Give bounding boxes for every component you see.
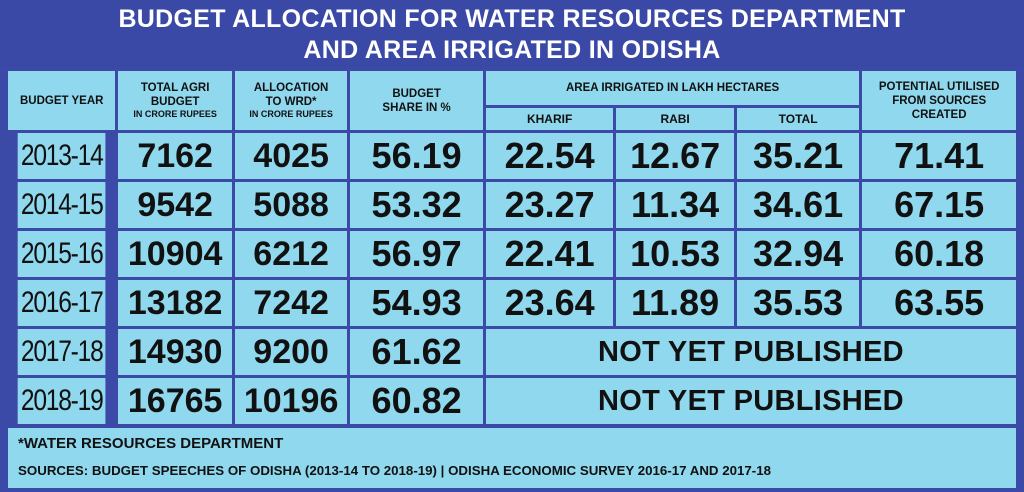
title-line-2: AND AREA IRRIGATED IN ODISHA [303, 36, 721, 64]
sources-note: SOURCES: BUDGET SPEECHES OF ODISHA (2013… [18, 463, 772, 478]
cell-agri: 7162 [118, 133, 232, 179]
header-allocation-wrd: ALLOCATION TO WRD* IN CRORE RUPEES [234, 71, 348, 130]
cell-potential: 60.18 [862, 231, 1016, 277]
cell-rabi: 11.89 [616, 280, 734, 326]
cell-share: 60.82 [350, 378, 483, 424]
cell-potential: 71.41 [862, 133, 1016, 179]
table-row: 2017-18 14930 9200 61.62 NOT YET PUBLISH… [8, 329, 1016, 375]
cell-year: 2015-16 [17, 231, 106, 277]
cell-not-yet-published: NOT YET PUBLISHED [485, 378, 1016, 424]
budget-table: BUDGET YEAR TOTAL AGRI BUDGET IN CRORE R… [5, 68, 1019, 427]
header-budget-share: BUDGET SHARE IN % [350, 71, 483, 130]
cell-total: 34.61 [736, 182, 860, 228]
table-row: 2014-15 9542 5088 53.32 23.27 11.34 34.6… [8, 182, 1016, 228]
header-rabi: RABI [616, 108, 734, 130]
cell-wrd: 4025 [234, 133, 348, 179]
cell-total: 32.94 [736, 231, 860, 277]
cell-not-yet-published: NOT YET PUBLISHED [485, 329, 1016, 375]
cell-kharif: 22.41 [485, 231, 614, 277]
cell-wrd: 5088 [234, 182, 348, 228]
cell-share: 56.19 [350, 133, 483, 179]
header-budget-year: BUDGET YEAR [8, 71, 116, 130]
cell-year: 2016-17 [17, 280, 106, 326]
cell-total: 35.53 [736, 280, 860, 326]
footnote: *WATER RESOURCES DEPARTMENT [18, 435, 284, 452]
cell-kharif: 22.54 [485, 133, 614, 179]
cell-share: 56.97 [350, 231, 483, 277]
cell-wrd: 7242 [234, 280, 348, 326]
header-area-irrigated: AREA IRRIGATED IN LAKH HECTARES [485, 71, 860, 105]
cell-agri: 14930 [118, 329, 232, 375]
cell-potential: 63.55 [862, 280, 1016, 326]
table-row: 2015-16 10904 6212 56.97 22.41 10.53 32.… [8, 231, 1016, 277]
cell-year: 2014-15 [17, 182, 106, 228]
cell-rabi: 12.67 [616, 133, 734, 179]
footer: *WATER RESOURCES DEPARTMENT SOURCES: BUD… [8, 428, 1016, 488]
cell-agri: 13182 [118, 280, 232, 326]
cell-share: 61.62 [350, 329, 483, 375]
cell-kharif: 23.27 [485, 182, 614, 228]
cell-kharif: 23.64 [485, 280, 614, 326]
cell-share: 54.93 [350, 280, 483, 326]
cell-agri: 9542 [118, 182, 232, 228]
table-row: 2013-14 7162 4025 56.19 22.54 12.67 35.2… [8, 133, 1016, 179]
cell-year: 2017-18 [17, 329, 106, 375]
cell-agri: 16765 [118, 378, 232, 424]
cell-total: 35.21 [736, 133, 860, 179]
cell-year: 2018-19 [17, 378, 106, 424]
cell-potential: 67.15 [862, 182, 1016, 228]
cell-agri: 10904 [118, 231, 232, 277]
title: BUDGET ALLOCATION FOR WATER RESOURCES DE… [0, 0, 1024, 68]
cell-wrd: 6212 [234, 231, 348, 277]
cell-rabi: 10.53 [616, 231, 734, 277]
cell-year: 2013-14 [17, 133, 106, 179]
header-total-agri-budget: TOTAL AGRI BUDGET IN CRORE RUPEES [118, 71, 232, 130]
header-kharif: KHARIF [485, 108, 614, 130]
cell-rabi: 11.34 [616, 182, 734, 228]
cell-share: 53.32 [350, 182, 483, 228]
title-line-1: BUDGET ALLOCATION FOR WATER RESOURCES DE… [118, 5, 906, 33]
cell-wrd: 10196 [234, 378, 348, 424]
header-total: TOTAL [736, 108, 860, 130]
header-potential-utilised: POTENTIAL UTILISED FROM SOURCES CREATED [862, 71, 1016, 130]
table-row: 2016-17 13182 7242 54.93 23.64 11.89 35.… [8, 280, 1016, 326]
table-row: 2018-19 16765 10196 60.82 NOT YET PUBLIS… [8, 378, 1016, 424]
cell-wrd: 9200 [234, 329, 348, 375]
